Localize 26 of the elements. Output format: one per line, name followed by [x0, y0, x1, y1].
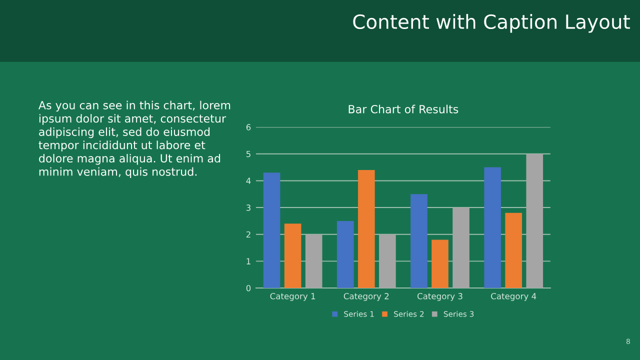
y-tick-label: 1 [246, 258, 250, 264]
bar [505, 212, 522, 288]
chart-title: Bar Chart of Results [348, 104, 458, 114]
y-tick-label: 0 [246, 284, 251, 292]
x-tick-label: Category 2 [344, 293, 389, 301]
bar [305, 234, 322, 288]
bar [336, 220, 354, 288]
bar [358, 170, 375, 288]
y-tick-label: 6 [246, 124, 251, 130]
x-tick-label: Category 3 [417, 293, 462, 301]
bar [526, 154, 544, 288]
bar [284, 224, 302, 288]
y-tick-label: 5 [246, 150, 250, 158]
y-tick-label: 2 [246, 231, 250, 238]
text: Content with Caption Layout [353, 14, 630, 33]
bar [432, 240, 448, 288]
y-tick-label: 4 [246, 178, 251, 184]
bar [379, 234, 396, 288]
y-tick-label: 3 [246, 204, 250, 211]
bar [484, 167, 501, 288]
bar [452, 208, 470, 288]
x-tick-label: Category 1 [270, 293, 316, 301]
x-tick-label: Category 4 [491, 293, 536, 301]
text: As you can see in this chart, lorem ipsum dolor sit amet, consectetur adipiscing elit, sed do eiusmod tempor incididunt ut labore et dolore magna aliqua. Ut enim ad minim veniam, quis nostrud. [38, 100, 230, 178]
bar [263, 172, 280, 288]
bar [410, 194, 428, 288]
